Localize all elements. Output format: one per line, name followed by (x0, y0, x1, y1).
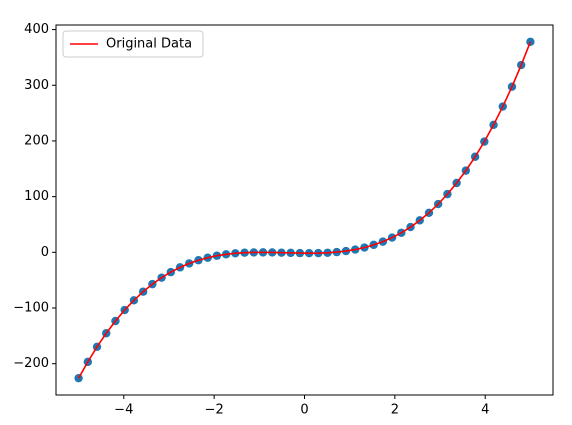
line (77, 41, 532, 379)
y-tick-label: 0 (41, 245, 49, 260)
x-tick-label: −4 (114, 403, 133, 418)
legend-label: Original Data (106, 37, 192, 52)
y-tick-label: 200 (24, 133, 49, 148)
plot-area (56, 25, 553, 395)
legend-box (62, 30, 204, 58)
axes-frame (55, 24, 554, 396)
y-tick-label: −200 (13, 356, 49, 371)
x-tick-label: 2 (391, 403, 399, 418)
y-tick-label: 300 (24, 78, 49, 93)
x-tick-label: −2 (205, 403, 224, 418)
x-tick-label: 0 (300, 403, 308, 418)
y-tick-label: −100 (13, 301, 49, 316)
y-tick-label: 400 (24, 22, 49, 37)
y-tick-label: 100 (24, 189, 49, 204)
x-tick-label: 4 (481, 403, 489, 418)
